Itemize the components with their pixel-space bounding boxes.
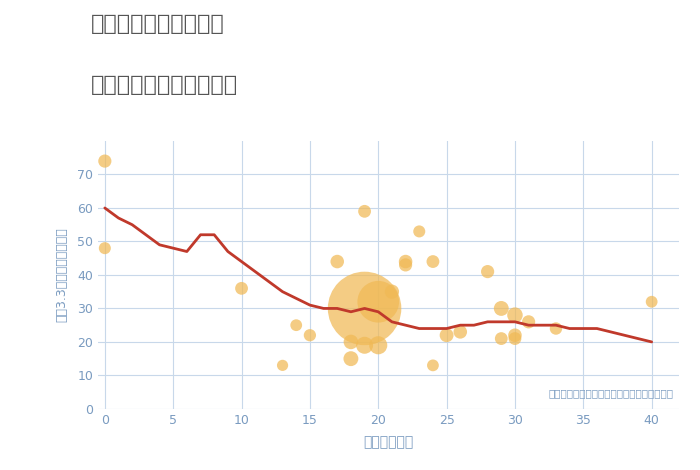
Point — [455, 328, 466, 336]
Point — [496, 305, 507, 312]
Point — [359, 208, 370, 215]
Point — [441, 331, 452, 339]
Point — [510, 331, 521, 339]
Point — [304, 331, 316, 339]
Point — [646, 298, 657, 306]
Point — [400, 261, 411, 269]
Point — [496, 335, 507, 342]
Point — [414, 227, 425, 235]
Point — [550, 325, 561, 332]
Point — [359, 342, 370, 349]
Point — [345, 338, 356, 346]
Point — [99, 157, 111, 165]
Point — [386, 288, 398, 296]
Point — [99, 244, 111, 252]
Point — [332, 258, 343, 265]
Text: 千葉県いすみ市新田の: 千葉県いすみ市新田の — [91, 14, 225, 34]
Point — [372, 342, 384, 349]
X-axis label: 築年数（年）: 築年数（年） — [363, 435, 414, 449]
Point — [427, 258, 438, 265]
Point — [277, 361, 288, 369]
Point — [345, 355, 356, 362]
Point — [510, 311, 521, 319]
Point — [236, 284, 247, 292]
Point — [482, 268, 493, 275]
Point — [400, 258, 411, 265]
Point — [523, 318, 534, 326]
Point — [372, 298, 384, 306]
Y-axis label: 坪（3.3㎡）単価（万円）: 坪（3.3㎡）単価（万円） — [56, 227, 69, 322]
Point — [510, 335, 521, 342]
Point — [427, 361, 438, 369]
Text: 築年数別中古戸建て価格: 築年数別中古戸建て価格 — [91, 75, 238, 95]
Point — [290, 321, 302, 329]
Point — [359, 305, 370, 312]
Text: 円の大きさは、取引のあった物件面積を示す: 円の大きさは、取引のあった物件面積を示す — [548, 388, 673, 398]
